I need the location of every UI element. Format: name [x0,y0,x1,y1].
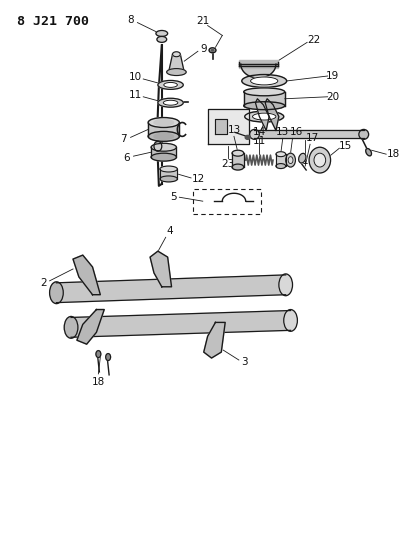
Text: 8: 8 [127,14,134,25]
Polygon shape [77,310,104,344]
Ellipse shape [148,132,179,141]
Ellipse shape [151,143,177,151]
Ellipse shape [288,157,293,164]
Ellipse shape [154,133,174,139]
Ellipse shape [158,98,183,107]
Text: 11: 11 [253,136,266,147]
Ellipse shape [251,77,278,85]
Text: 9: 9 [200,44,207,54]
Text: 16: 16 [290,127,303,138]
Ellipse shape [151,153,177,161]
Polygon shape [204,322,225,358]
Text: 18: 18 [386,149,400,159]
Polygon shape [168,54,184,72]
Ellipse shape [160,166,177,172]
Text: 10: 10 [129,72,142,82]
Ellipse shape [249,130,260,139]
Ellipse shape [242,75,287,87]
Ellipse shape [96,351,101,358]
Text: 6: 6 [123,153,130,163]
Ellipse shape [64,317,78,338]
Ellipse shape [299,154,306,163]
Polygon shape [256,99,269,131]
Text: 5: 5 [170,192,177,202]
Ellipse shape [154,119,174,125]
Ellipse shape [366,149,372,156]
Ellipse shape [160,176,177,182]
Polygon shape [73,255,100,295]
Polygon shape [254,131,364,139]
Ellipse shape [211,49,214,52]
Text: 23: 23 [222,159,235,169]
Text: 15: 15 [339,141,352,151]
Polygon shape [208,109,249,144]
Polygon shape [241,64,276,78]
Ellipse shape [158,80,183,90]
Text: 20: 20 [326,92,339,102]
Ellipse shape [156,30,168,36]
Text: 4: 4 [166,227,173,236]
Ellipse shape [244,88,285,96]
Ellipse shape [232,150,244,156]
Text: 11: 11 [129,90,142,100]
Text: 7: 7 [120,134,127,144]
Polygon shape [148,123,179,136]
Ellipse shape [209,48,216,53]
Polygon shape [232,153,244,167]
Text: 22: 22 [307,35,321,45]
Text: 3: 3 [241,357,248,367]
Ellipse shape [245,111,284,122]
Ellipse shape [157,36,167,42]
Polygon shape [71,311,291,337]
Polygon shape [244,92,285,106]
Ellipse shape [284,310,297,332]
Ellipse shape [276,152,286,157]
Ellipse shape [286,153,295,167]
Text: 17: 17 [305,133,319,143]
Text: 8 J21 700: 8 J21 700 [17,15,89,28]
Ellipse shape [314,153,326,167]
Polygon shape [160,169,177,179]
Ellipse shape [154,141,162,151]
Text: 18: 18 [92,377,105,387]
Text: 14: 14 [253,127,266,138]
Ellipse shape [232,164,244,170]
Ellipse shape [253,113,276,120]
Ellipse shape [163,100,178,105]
Polygon shape [276,154,286,166]
Ellipse shape [309,147,330,173]
Text: 19: 19 [326,71,339,81]
Text: 1: 1 [302,156,309,166]
Text: 13: 13 [227,125,241,135]
Polygon shape [239,60,278,68]
Polygon shape [216,118,227,134]
Text: 13: 13 [276,127,289,138]
Ellipse shape [164,83,177,87]
Polygon shape [56,275,286,303]
Ellipse shape [106,353,110,360]
Ellipse shape [359,130,369,139]
Polygon shape [150,251,172,287]
Ellipse shape [276,164,286,168]
Text: 2: 2 [40,278,47,288]
Text: 12: 12 [192,174,206,184]
Ellipse shape [279,274,293,296]
Ellipse shape [167,69,186,76]
Ellipse shape [244,102,285,110]
Polygon shape [151,147,177,157]
Polygon shape [265,99,279,131]
Ellipse shape [50,282,63,304]
Ellipse shape [148,118,179,127]
Text: 21: 21 [196,15,210,26]
Ellipse shape [172,52,180,56]
Ellipse shape [245,135,250,139]
